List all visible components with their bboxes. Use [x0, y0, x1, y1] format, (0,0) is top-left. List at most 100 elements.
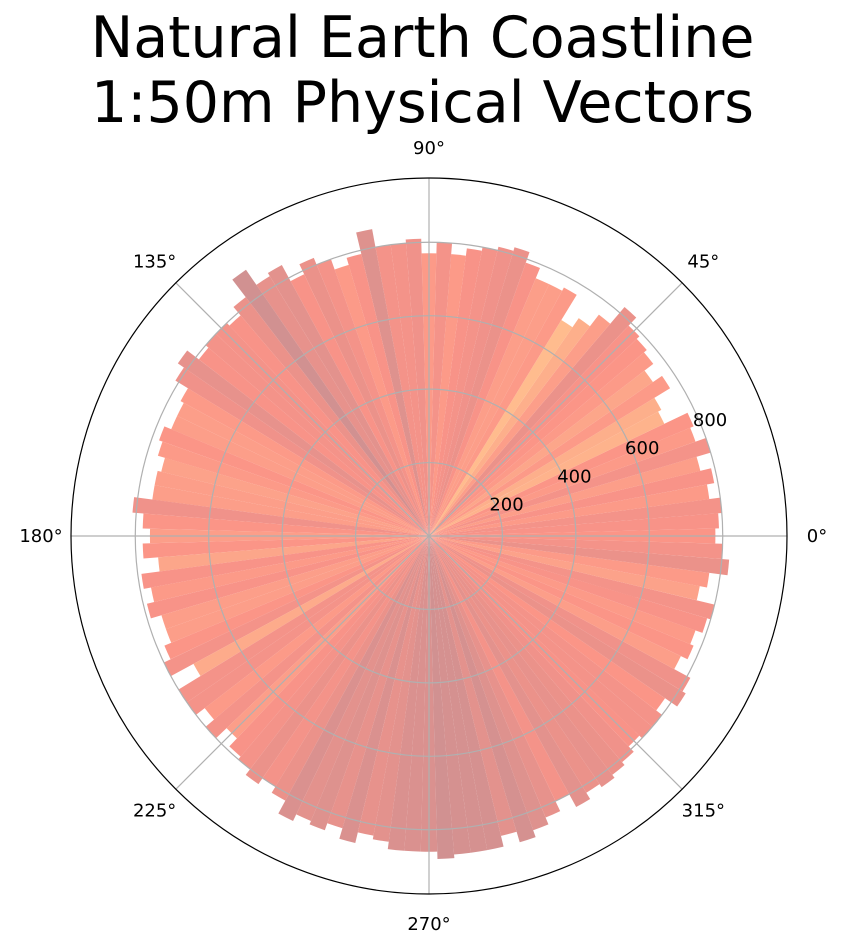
- bar-267deg: [404, 536, 429, 852]
- bar-15deg: [429, 456, 701, 536]
- angle-tick-label-180: 180°: [19, 526, 62, 547]
- bar-159deg: [159, 426, 429, 536]
- bar-333deg: [429, 536, 681, 670]
- bar-279deg: [429, 536, 488, 853]
- bar-174deg: [132, 497, 429, 536]
- bar-156deg: [171, 415, 429, 536]
- bar-57deg: [429, 319, 573, 536]
- bar-297deg: [429, 536, 570, 802]
- bar-318deg: [429, 536, 653, 739]
- bar-276deg: [429, 536, 471, 855]
- bar-126deg: [232, 269, 429, 536]
- angle-tick-label-315: 315°: [682, 800, 725, 821]
- bar-246deg: [296, 536, 429, 821]
- bar-21deg: [429, 427, 696, 536]
- bar-33deg: [429, 375, 671, 536]
- bar-147deg: [175, 367, 429, 536]
- bars-group: [132, 229, 730, 860]
- bar-240deg: [271, 536, 429, 801]
- bar-252deg: [327, 536, 429, 829]
- bar-27deg: [429, 411, 665, 536]
- bar-171deg: [152, 485, 429, 536]
- bar-51deg: [429, 314, 611, 536]
- angular-grid-45: [428, 282, 683, 537]
- bar-54deg: [429, 318, 590, 536]
- bar-300deg: [429, 536, 591, 808]
- bar-312deg: [429, 536, 634, 763]
- bar-219deg: [204, 536, 429, 720]
- bar-30deg: [429, 397, 662, 536]
- angle-tick-label-0: 0°: [807, 526, 827, 547]
- tick-labels-group: 0° 45° 90° 135° 180° 225° 270° 315° 200 400 600 800: [19, 138, 827, 935]
- grid-group: [71, 178, 787, 894]
- bar-213deg: [178, 536, 429, 703]
- bar-258deg: [357, 536, 429, 836]
- bar-72deg: [429, 247, 530, 536]
- bar-75deg: [429, 246, 514, 537]
- chart-title: Natural Earth Coastline 1:50m Physical V…: [0, 6, 845, 136]
- bar-60deg: [429, 287, 577, 536]
- radial-tick-label-400: 400: [557, 466, 591, 487]
- bar-36deg: [429, 370, 653, 536]
- bar-108deg: [334, 264, 429, 536]
- bar-111deg: [316, 259, 429, 536]
- bar-309deg: [429, 536, 625, 775]
- bar-129deg: [233, 297, 429, 536]
- bar-63deg: [429, 284, 563, 536]
- bar-132deg: [229, 315, 429, 536]
- bar-78deg: [429, 247, 498, 536]
- bar-165deg: [161, 457, 429, 536]
- bar-354deg: [429, 536, 730, 576]
- bar-192deg: [151, 536, 429, 602]
- bar-168deg: [154, 470, 429, 536]
- bar-243deg: [278, 536, 429, 822]
- bar-255deg: [339, 536, 429, 844]
- bar-282deg: [429, 536, 504, 851]
- bar-330deg: [429, 536, 691, 692]
- bar-228deg: [229, 536, 429, 757]
- bar-162deg: [157, 441, 429, 536]
- bar-288deg: [429, 536, 536, 843]
- angle-tick-label-90: 90°: [413, 138, 445, 159]
- bar-306deg: [429, 536, 615, 788]
- bar-114deg: [299, 257, 429, 536]
- bar-153deg: [177, 402, 429, 536]
- radial-tick-label-800: 800: [693, 410, 727, 431]
- bar-183deg: [142, 536, 429, 559]
- bar-201deg: [165, 536, 429, 643]
- bar-138deg: [205, 333, 429, 536]
- bar-144deg: [177, 350, 429, 536]
- radial-tick-label-200: 200: [489, 494, 523, 515]
- bar-249deg: [309, 536, 429, 831]
- bar-294deg: [429, 536, 561, 818]
- angle-tick-label-270: 270°: [407, 914, 450, 935]
- angular-grid-135: [175, 282, 430, 537]
- bar-303deg: [429, 536, 600, 793]
- bar-102deg: [356, 229, 429, 536]
- bar-261deg: [372, 536, 429, 842]
- bar-351deg: [429, 536, 710, 588]
- bar-48deg: [429, 307, 637, 536]
- bar-336deg: [429, 536, 694, 660]
- bar-123deg: [256, 276, 429, 536]
- bar-93deg: [405, 238, 429, 536]
- bar-24deg: [429, 412, 694, 536]
- bar-207deg: [163, 536, 429, 677]
- angle-tick-label-135: 135°: [133, 252, 176, 273]
- radial-tick-label-600: 600: [625, 438, 659, 459]
- bar-285deg: [429, 536, 517, 836]
- bar-234deg: [245, 536, 429, 785]
- bar-18deg: [429, 437, 711, 536]
- bar-141deg: [198, 347, 429, 536]
- bar-216deg: [186, 536, 429, 715]
- bar-345deg: [429, 536, 715, 620]
- bar-264deg: [387, 536, 429, 851]
- polar-frame: [70, 177, 788, 895]
- bar-204deg: [164, 536, 429, 660]
- angle-tick-label-225: 225°: [133, 800, 176, 821]
- angular-grid-315: [428, 535, 683, 790]
- bar-348deg: [429, 536, 700, 601]
- bar-237deg: [262, 536, 429, 787]
